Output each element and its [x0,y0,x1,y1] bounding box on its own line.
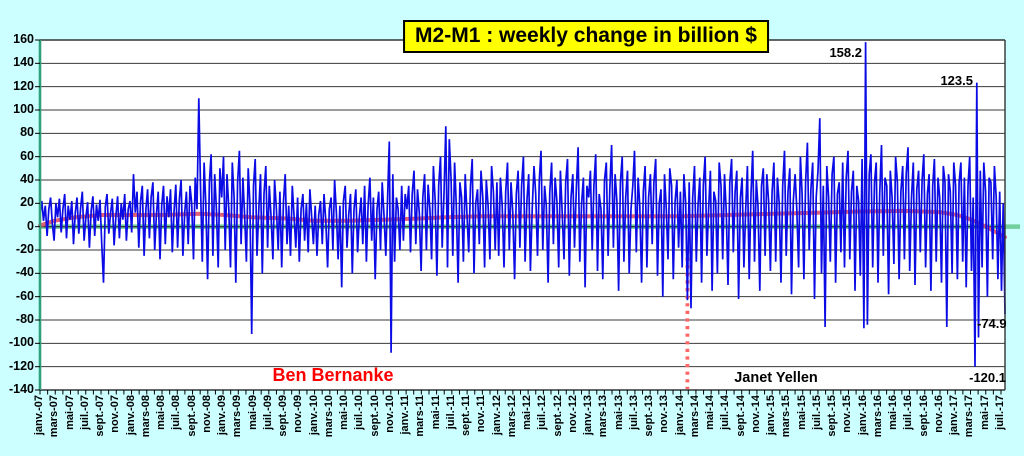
x-tick-label: juil.-12 [536,395,549,430]
x-tick-label: juil.-10 [353,395,366,430]
x-tick-label: sept.-15 [826,395,839,437]
annotation--120.1: -120.1 [969,370,1006,385]
x-tick-label: mars-13 [597,395,610,438]
y-tick-label: -100 [8,335,34,350]
x-tick-label: sept.-08 [185,395,198,437]
annotation-123.5: 123.5 [940,73,973,88]
y-tick-label: -120 [8,358,34,373]
y-tick-label: 40 [20,172,34,186]
y-tick-label: -80 [15,312,34,326]
x-tick-label: janv.-16 [856,395,869,436]
x-tick-label: mai-11 [429,395,442,430]
x-tick-label: janv.-17 [948,395,961,436]
x-tick-label: mars-08 [139,395,152,438]
x-tick-label: janv.-09 [216,395,229,436]
chart-title: M2-M1 : weekly change in billion $ [403,20,769,53]
x-tick-label: juil.-08 [170,395,183,430]
x-tick-label: janv.-14 [673,395,686,436]
x-tick-label: janv.-07 [33,395,45,436]
y-tick-label: -20 [15,242,34,256]
x-tick-label: nov.-07 [109,395,122,433]
y-tick-label: 80 [20,125,34,140]
y-tick-label: -140 [8,382,34,396]
y-tick-label: 0 [27,218,34,233]
x-tick-label: nov.-15 [841,395,854,433]
x-tick-label: nov.-09 [292,395,305,433]
x-tick-label: janv.-13 [582,395,595,436]
plot-area: 158.2 123.5 -74.9 -120.1 Ben Bernanke Janet Y… [35,39,1020,395]
x-tick-label: mai-10 [338,395,351,430]
x-tick-label: mars-11 [414,395,427,437]
x-tick-label: janv.-11 [399,395,412,435]
annotation-janet-yellen: Janet Yellen [734,370,818,386]
x-tick-label: sept.-14 [734,395,747,437]
x-tick-label: nov.-13 [658,395,671,433]
x-tick-label: janv.-10 [307,395,320,436]
y-tick-label: 60 [20,148,34,163]
y-tick-label: 20 [20,195,34,210]
annotation--74.9: -74.9 [977,316,1007,331]
x-tick-label: mai-16 [887,395,900,430]
x-tick-label: sept.-16 [917,395,930,437]
x-tick-label: mai-12 [521,395,534,430]
x-tick-label: janv.-15 [765,395,778,436]
x-tick-label: janv.-12 [490,395,503,436]
x-tick-label: sept.-11 [460,395,473,436]
y-tick-label: 120 [13,78,34,93]
x-tick-label: mars-14 [688,395,701,438]
x-tick-label: mai-14 [704,395,717,430]
x-tick-label: mars-09 [231,395,244,438]
x-tick-label: juil.-17 [994,395,1006,430]
x-tick-label: sept.-13 [643,395,656,437]
x-tick-label: juil.-09 [261,395,274,430]
y-tick-label: 100 [13,102,34,116]
x-tick-label: sept.-10 [368,395,381,437]
x-tick-label: mai-13 [612,395,625,430]
x-tick-label: juil.-15 [810,395,823,430]
x-tick-label: mai-07 [63,395,76,430]
x-tick-label: mars-16 [871,395,884,438]
x-tick-label: sept.-07 [94,395,107,437]
y-tick-label: 140 [13,55,34,70]
annotation-158.2: 158.2 [829,45,862,60]
x-tick-label: juil.-13 [627,395,640,430]
x-tick-label: mai-08 [155,395,168,430]
x-tick-label: mars-07 [48,395,61,438]
x-tick-label: janv.-08 [124,395,137,436]
x-tick-label: juil.-11 [444,395,457,430]
y-tick-label: -60 [15,288,34,303]
plot-svg [35,39,1020,395]
y-tick-label: -40 [15,265,34,280]
x-tick-label: nov.-16 [932,395,945,433]
x-tick-label: juil.-16 [902,395,915,430]
x-tick-label: mars-17 [963,395,976,438]
x-tick-label: mai-09 [246,395,259,430]
annotation-ben-bernanke: Ben Bernanke [272,365,394,385]
x-tick-label: mars-12 [505,395,518,438]
x-tick-label: sept.-12 [551,395,564,437]
x-tick-label: nov.-11 [475,395,488,433]
x-tick-label: sept.-09 [277,395,290,437]
x-tick-label: mai-17 [978,395,991,430]
x-tick-label: nov.-12 [566,395,579,433]
weekly-series-line [39,42,1006,367]
x-tick-label: mars-10 [322,395,335,438]
x-tick-label: nov.-14 [749,395,762,433]
x-tick-label: juil.-14 [719,395,732,430]
x-tick-label: nov.-08 [200,395,213,433]
x-tick-label: mai-15 [795,395,808,430]
x-tick-label: nov.-10 [383,395,396,433]
x-tick-label: mars-15 [780,395,793,438]
y-tick-label: 160 [13,32,34,46]
x-tick-label: juil.-07 [78,395,91,430]
